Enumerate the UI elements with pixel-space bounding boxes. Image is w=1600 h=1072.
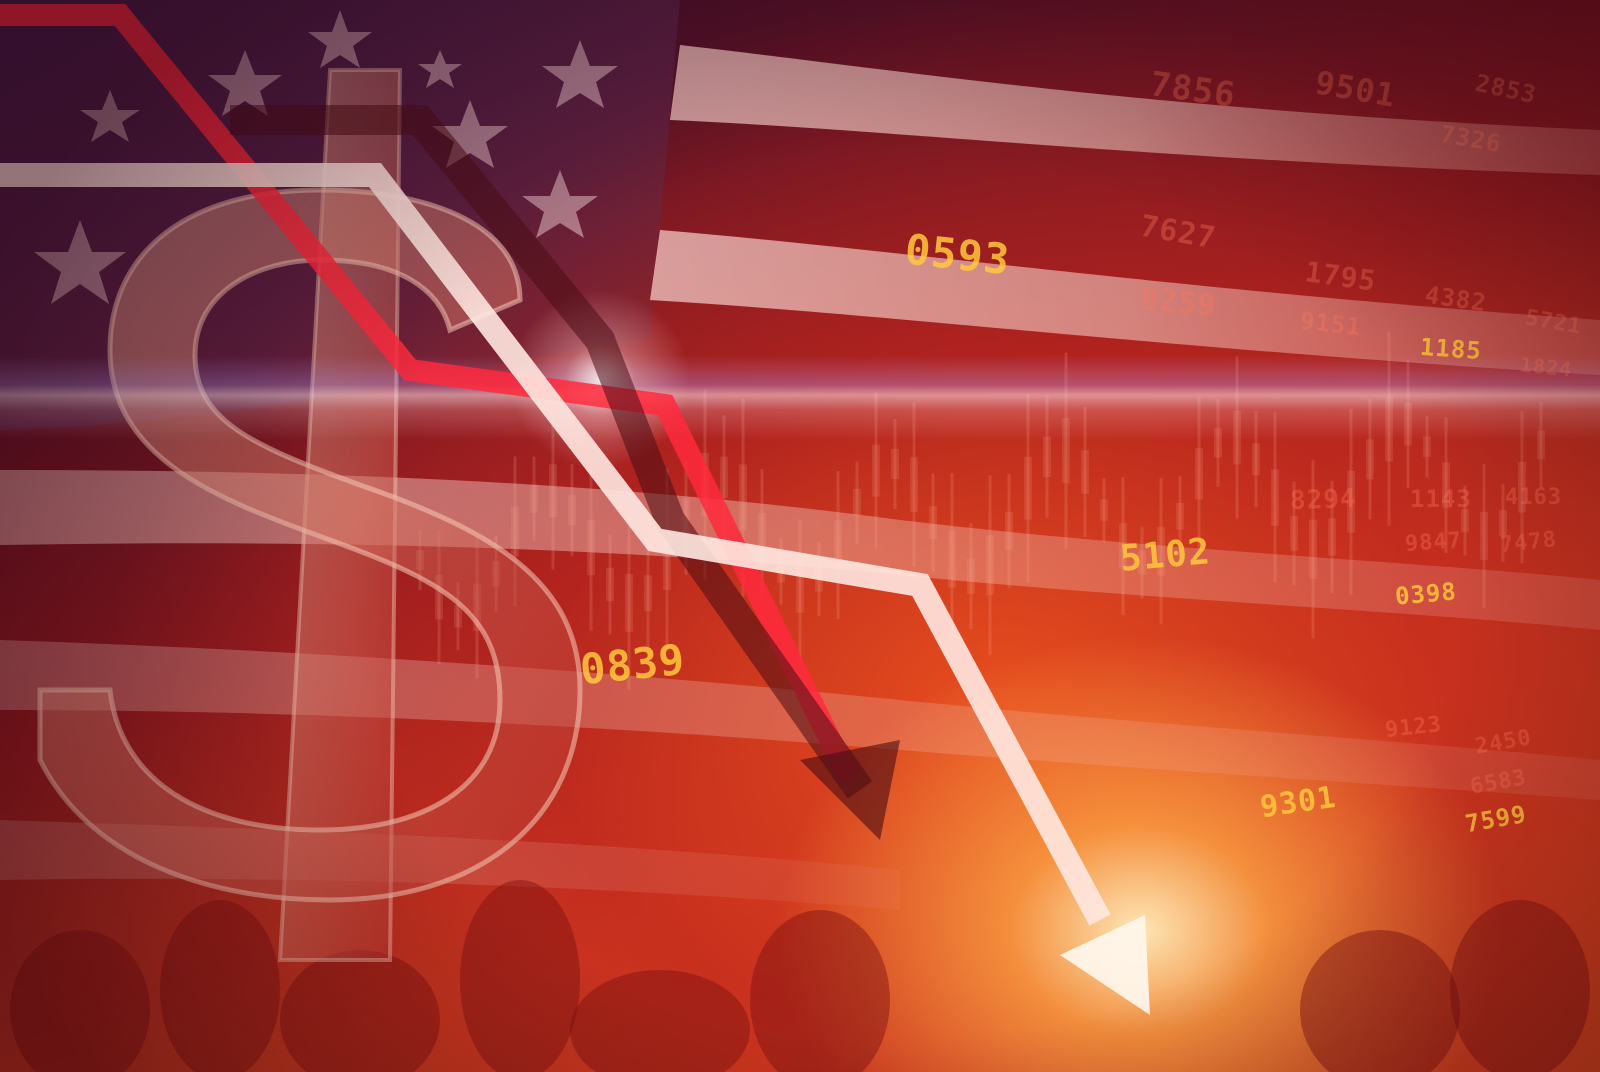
- dark-trend-arrow: [230, 105, 873, 799]
- dark-arrow-head: [800, 740, 900, 840]
- ticker-number: 4163: [1505, 485, 1562, 510]
- white-trend-arrow: [0, 163, 1111, 926]
- ticker-number: 1143: [1410, 485, 1472, 513]
- red-trend-line: [0, 4, 860, 785]
- white-arrow-head: [1060, 915, 1150, 1015]
